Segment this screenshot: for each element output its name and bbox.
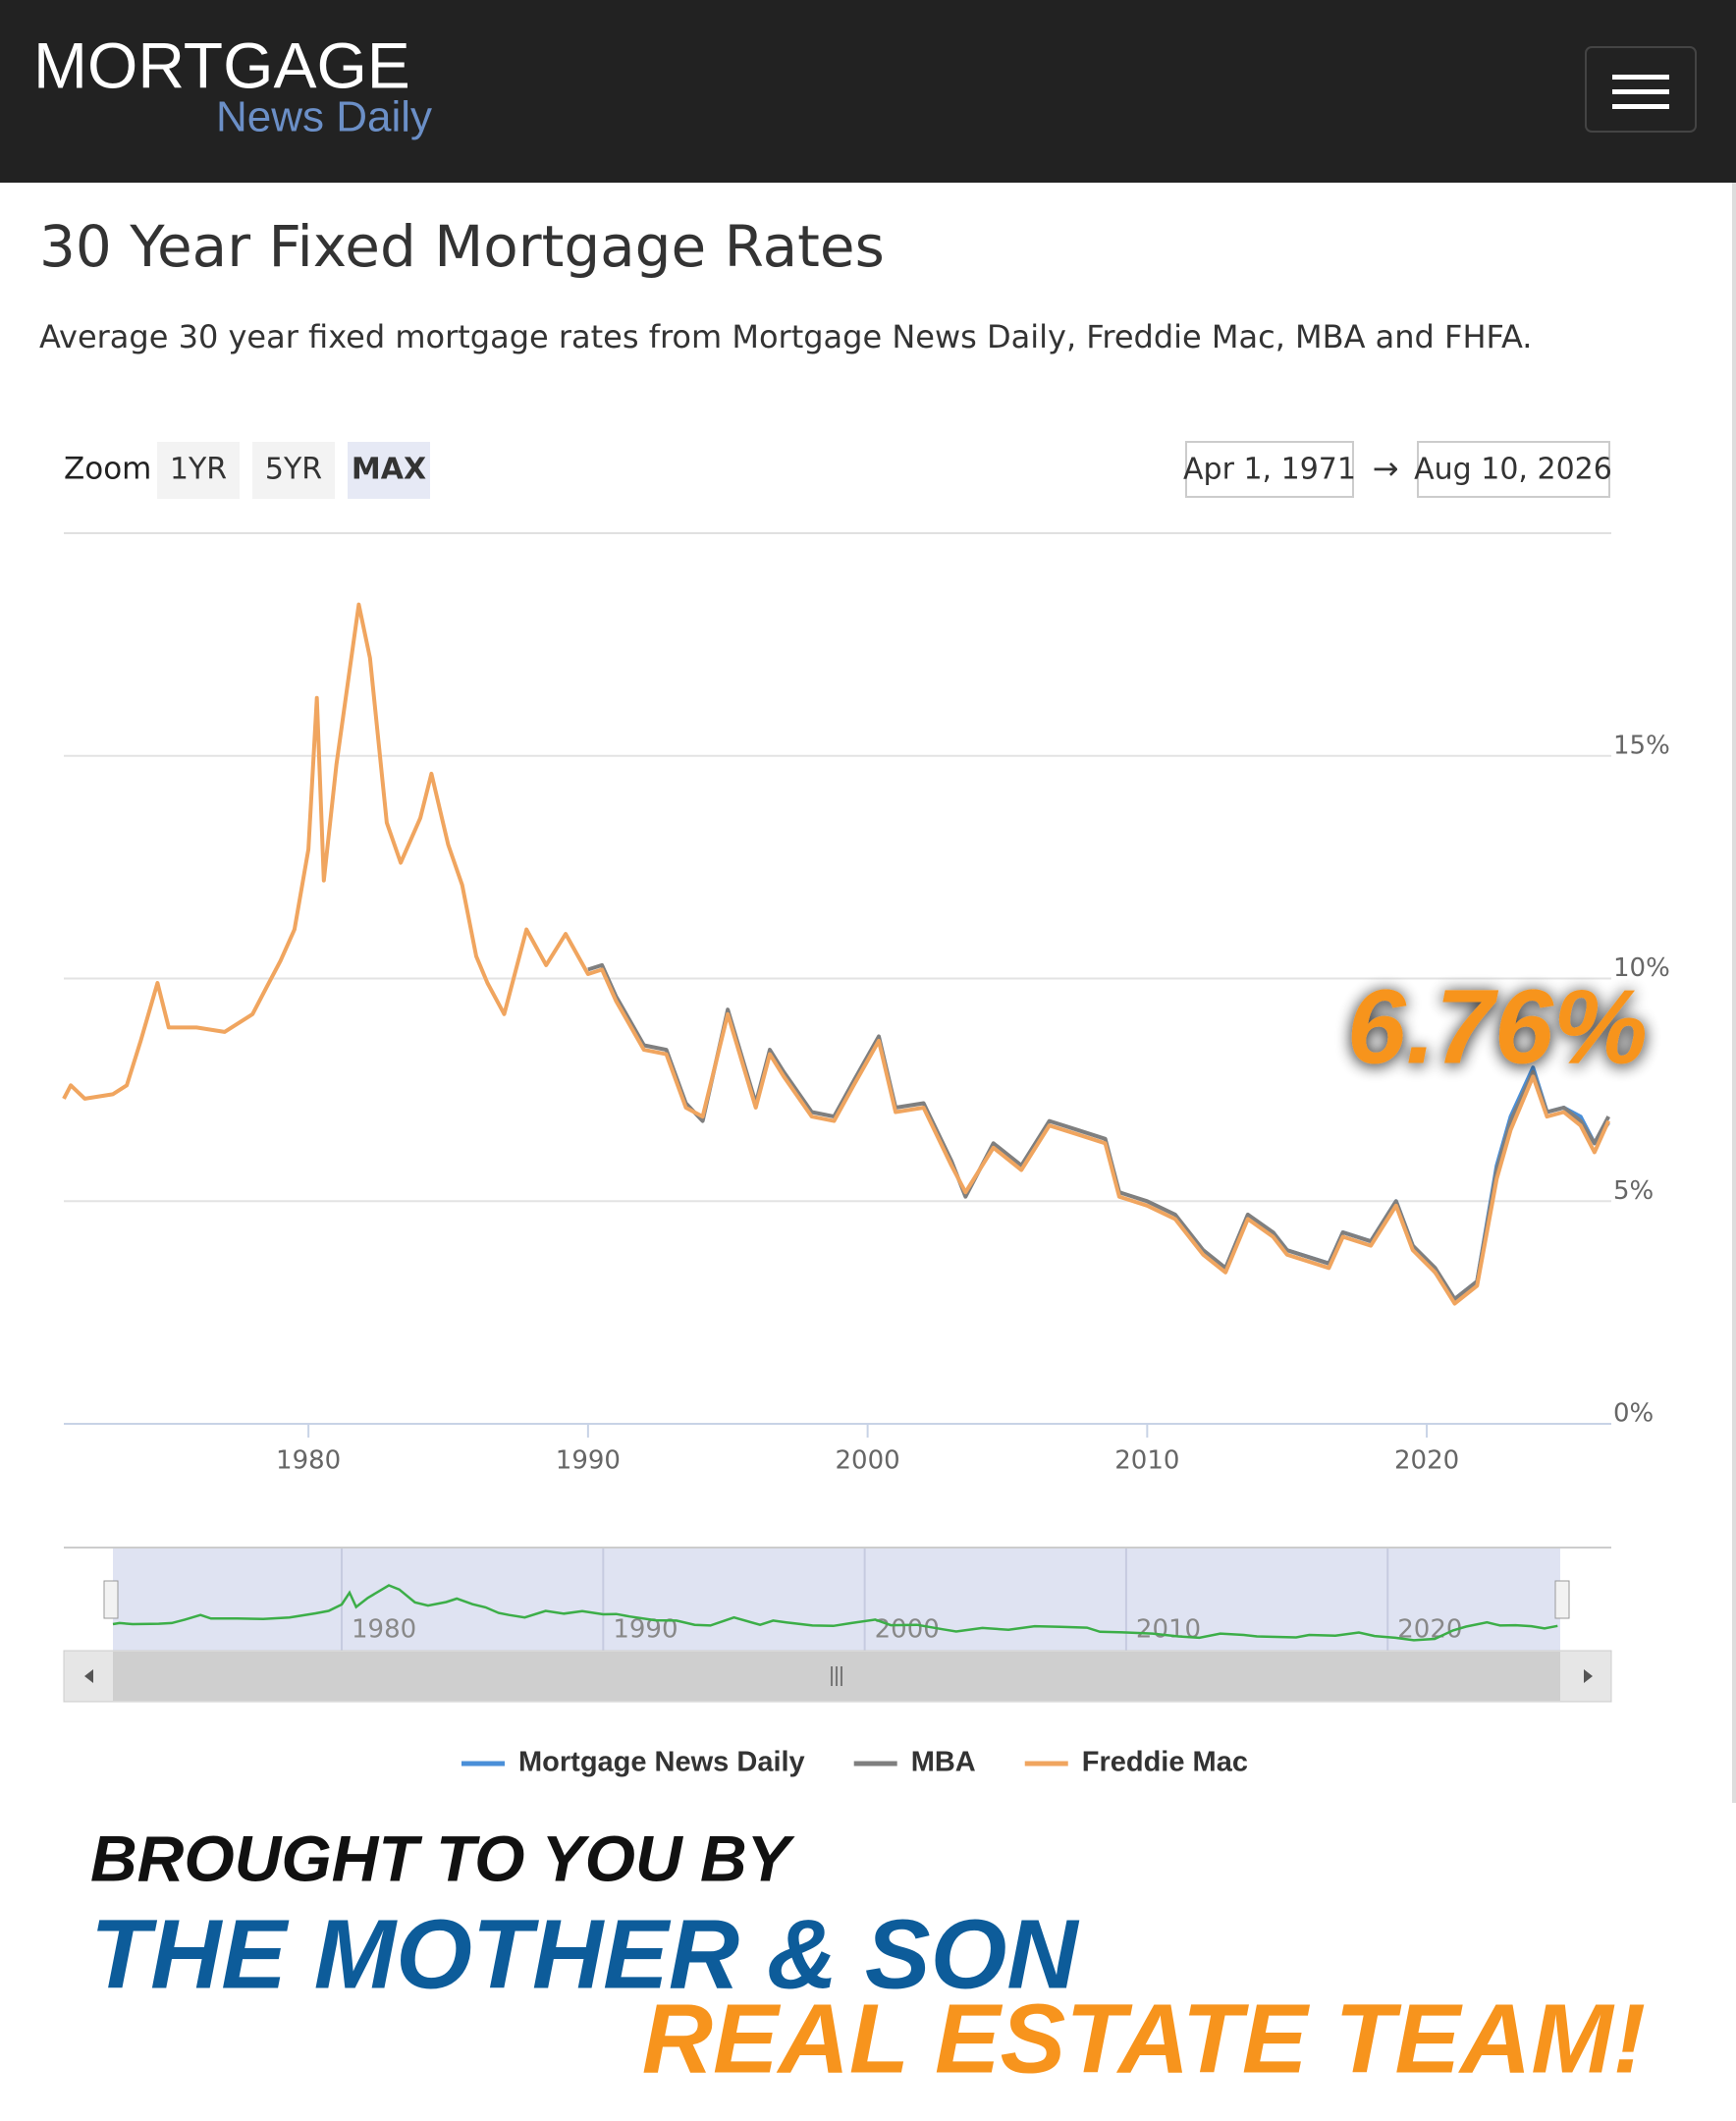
legend-label: Freddie Mac	[1082, 1747, 1248, 1778]
zoom-button[interactable]	[157, 442, 240, 499]
rate-annotation: 6.76%	[1347, 967, 1648, 1086]
scroll-left[interactable]	[84, 1669, 93, 1683]
date-input[interactable]	[1417, 441, 1610, 498]
navigator-handle[interactable]	[1554, 1580, 1570, 1619]
y-tick-label: 15%	[1613, 731, 1670, 760]
series-line	[62, 602, 1611, 1306]
menu-bar	[1612, 89, 1669, 94]
scroll-right[interactable]	[1584, 1669, 1593, 1683]
page-edge	[1732, 183, 1736, 1803]
menu-bar	[1612, 75, 1669, 80]
legend-label: Mortgage News Daily	[518, 1747, 805, 1778]
y-tick-label: 5%	[1613, 1176, 1654, 1206]
menu-button[interactable]	[1585, 46, 1697, 133]
zoom-button-label[interactable]: 1YR	[170, 453, 227, 487]
zoom-button-active[interactable]	[348, 442, 430, 499]
zoom-button-label[interactable]: 5YR	[265, 453, 322, 487]
header-bar	[0, 0, 1736, 183]
date-from[interactable]: Apr 1, 1971	[1183, 453, 1356, 487]
x-tick-label: 1980	[276, 1446, 341, 1476]
date-to[interactable]: Aug 10, 2026	[1414, 453, 1612, 487]
promo-line-1: BROUGHT TO YOU BY	[90, 1822, 795, 1894]
zoom-button-label[interactable]: MAX	[352, 453, 426, 487]
logo-sub: News Daily	[216, 93, 432, 141]
page-title: 30 Year Fixed Mortgage Rates	[39, 213, 885, 280]
legend: Mortgage News Daily MBA Freddie Mac	[461, 1747, 1248, 1778]
navigator-line	[112, 1584, 1558, 1642]
page-subtitle: Average 30 year fixed mortgage rates fro…	[39, 318, 1532, 355]
range-arrow: →	[1373, 450, 1399, 487]
navigator-handle[interactable]	[103, 1580, 119, 1619]
legend-label: MBA	[911, 1747, 976, 1778]
y-tick-label: 10%	[1613, 953, 1670, 983]
promo-line-2: THE MOTHER & SON	[90, 1899, 1079, 2009]
navigator-series: 1980 1990 2000 2010 2020	[112, 1549, 1558, 1651]
x-tick-label: 1990	[556, 1446, 621, 1476]
zoom-button[interactable]	[252, 442, 335, 499]
navigator-tick-label: 2010	[1136, 1615, 1201, 1645]
navigator-selection[interactable]	[113, 1549, 1560, 1651]
x-tick-label: 2020	[1394, 1446, 1459, 1476]
plot: 0% 5% 10% 15% 1980 1990 2000 2010 2020 6.76%	[62, 602, 1670, 1476]
menu-bar	[1612, 104, 1669, 109]
navigator-tick-label: 1980	[352, 1615, 416, 1645]
x-tick-label: 2000	[836, 1446, 900, 1476]
zoom-label: Zoom	[64, 452, 151, 487]
promo-line-3: REAL ESTATE TEAM!	[642, 1984, 1646, 2094]
date-input[interactable]	[1185, 441, 1354, 498]
logo-main: MORTGAGE	[33, 28, 410, 101]
x-tick-label: 2010	[1114, 1446, 1179, 1476]
scrollbar-grip	[831, 1666, 842, 1686]
navigator-tick-label: 2000	[875, 1615, 940, 1645]
y-tick-label: 0%	[1613, 1399, 1654, 1429]
